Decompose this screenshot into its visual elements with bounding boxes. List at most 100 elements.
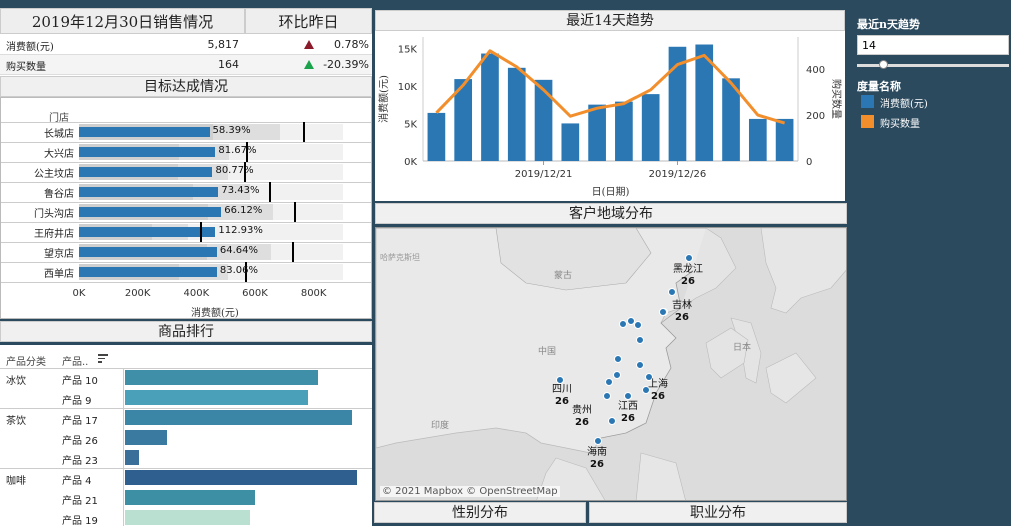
product-bar[interactable] bbox=[125, 470, 357, 485]
map-region-count: 26 bbox=[675, 312, 689, 323]
trend-bar[interactable] bbox=[668, 46, 687, 161]
trend-bar[interactable] bbox=[427, 112, 446, 161]
gender-title: 性别分布 bbox=[374, 502, 586, 523]
product-category-name: 茶饮 bbox=[6, 416, 26, 427]
trend-date-label: 2019/12/26 bbox=[649, 169, 707, 180]
map-point[interactable] bbox=[619, 320, 627, 328]
goal-row bbox=[1, 262, 371, 282]
map-region-name: 贵州 bbox=[572, 405, 592, 416]
map-region-name: 四川 bbox=[552, 384, 572, 395]
trend-bar[interactable] bbox=[641, 94, 660, 161]
map-point[interactable] bbox=[608, 417, 616, 425]
trend-bar[interactable] bbox=[454, 79, 473, 161]
trend-bar[interactable] bbox=[481, 53, 499, 161]
trend-bar[interactable] bbox=[775, 118, 794, 161]
goal-bar[interactable] bbox=[79, 227, 216, 237]
map-point[interactable] bbox=[668, 288, 676, 296]
goal-target-line bbox=[244, 162, 247, 182]
goal-target-line bbox=[245, 262, 248, 282]
product-ranking-panel: 产品分类 产品.. 冰饮 产品 10 产品 9 茶饮 产品 17 产品 26 产品 23 咖啡… bbox=[0, 345, 372, 526]
map-point[interactable] bbox=[603, 392, 611, 400]
goal-pct-label: 58.39% bbox=[212, 125, 251, 136]
map-region-label: 上海 26 bbox=[648, 379, 668, 403]
goal-target-line bbox=[268, 182, 271, 202]
product-bar[interactable] bbox=[125, 450, 139, 465]
days-input[interactable] bbox=[857, 35, 1009, 55]
map-region-name: 吉林 bbox=[672, 300, 692, 311]
product-bar[interactable] bbox=[125, 510, 251, 525]
region-map-panel[interactable]: 哈萨克斯坦 蒙古 中国 印度 日本 黑龙江 26 吉林 26 四川 26 贵州 26 江西 26 上… bbox=[375, 227, 847, 501]
map-credit[interactable]: © 2021 Mapbox © OpenStreetMap bbox=[380, 486, 560, 497]
trend-bar[interactable] bbox=[615, 101, 633, 161]
product-bar[interactable] bbox=[125, 490, 255, 505]
trend-bar[interactable] bbox=[507, 67, 526, 161]
goal-bar[interactable] bbox=[79, 147, 216, 157]
map-point[interactable] bbox=[556, 376, 564, 384]
days-slider-thumb[interactable] bbox=[878, 60, 888, 69]
store-name: 望京店 bbox=[44, 249, 74, 260]
map-point[interactable] bbox=[614, 355, 622, 363]
map-label-kazakhstan: 哈萨克斯坦 bbox=[380, 253, 420, 262]
goal-pct-label: 66.12% bbox=[224, 205, 263, 216]
map-label-india: 印度 bbox=[431, 421, 450, 431]
map-point[interactable] bbox=[685, 254, 693, 262]
store-name: 鲁谷店 bbox=[44, 189, 74, 200]
trend-bar[interactable] bbox=[588, 104, 606, 161]
goal-bar[interactable] bbox=[79, 247, 217, 257]
goal-bar[interactable] bbox=[79, 187, 219, 197]
summary-row bbox=[0, 55, 372, 75]
trend-title: 最近14天趋势 bbox=[375, 10, 845, 31]
trend-bar[interactable] bbox=[561, 123, 580, 161]
map-point[interactable] bbox=[636, 361, 644, 369]
map-region-label: 江西 26 bbox=[618, 401, 638, 425]
product-category-name: 咖啡 bbox=[6, 476, 26, 487]
goal-row bbox=[1, 182, 371, 202]
days-slider-track[interactable] bbox=[857, 64, 1009, 67]
trend-left-tick: 15K bbox=[398, 44, 418, 55]
goal-tick-label: 0K bbox=[72, 288, 86, 299]
product-bar[interactable] bbox=[125, 430, 167, 445]
legend-swatch[interactable] bbox=[861, 95, 874, 108]
store-name: 王府井店 bbox=[34, 229, 74, 240]
map-point[interactable] bbox=[634, 321, 642, 329]
map-region-count: 26 bbox=[651, 391, 665, 402]
map-point[interactable] bbox=[594, 437, 602, 445]
trend-right-tick: 0 bbox=[806, 157, 812, 168]
goal-tick-label: 600K bbox=[242, 288, 268, 299]
legend-swatch[interactable] bbox=[861, 115, 874, 128]
trend-bar[interactable] bbox=[695, 44, 714, 161]
goal-title: 目标达成情况 bbox=[0, 76, 372, 97]
map-point[interactable] bbox=[636, 336, 644, 344]
trend-bar[interactable] bbox=[748, 118, 767, 161]
trend-bar[interactable] bbox=[534, 79, 553, 161]
map-point[interactable] bbox=[642, 386, 650, 394]
legend-label[interactable]: 消费额(元) bbox=[880, 99, 928, 110]
map-point[interactable] bbox=[659, 308, 667, 316]
trend-left-tick: 10K bbox=[398, 82, 418, 93]
goal-bar[interactable] bbox=[79, 127, 210, 137]
goal-chart-panel: 门店 长城店 58.39% 大兴店 81.67% 公主坟店 80.77% 鲁谷店 73.43%… bbox=[0, 97, 372, 319]
trend-bar[interactable] bbox=[722, 78, 740, 161]
goal-bar[interactable] bbox=[79, 167, 213, 177]
map-point[interactable] bbox=[624, 392, 632, 400]
map-point[interactable] bbox=[645, 373, 653, 381]
trend-line bbox=[435, 49, 786, 125]
map-label-mongolia: 蒙古 bbox=[554, 271, 573, 281]
product-bar[interactable] bbox=[125, 370, 318, 385]
sidebar: 最近n天趋势 度量名称 消费额(元) 购买数量 bbox=[851, 8, 1011, 148]
store-name: 西单店 bbox=[44, 269, 74, 280]
sort-icon[interactable] bbox=[98, 353, 108, 363]
product-name: 产品 17 bbox=[62, 416, 98, 427]
product-bar[interactable] bbox=[125, 410, 353, 425]
product-bar[interactable] bbox=[125, 390, 309, 405]
goal-tick-label: 800K bbox=[300, 288, 327, 299]
legend-label[interactable]: 购买数量 bbox=[880, 119, 920, 130]
goal-row bbox=[1, 242, 371, 262]
map-region-label: 吉林 26 bbox=[672, 300, 692, 324]
summary-label: 购买数量 bbox=[6, 62, 46, 73]
goal-bar[interactable] bbox=[79, 267, 217, 277]
goal-bar[interactable] bbox=[79, 207, 222, 217]
map-point[interactable] bbox=[613, 371, 621, 379]
map-point[interactable] bbox=[605, 378, 613, 386]
goal-pct-label: 83.06% bbox=[219, 265, 258, 276]
